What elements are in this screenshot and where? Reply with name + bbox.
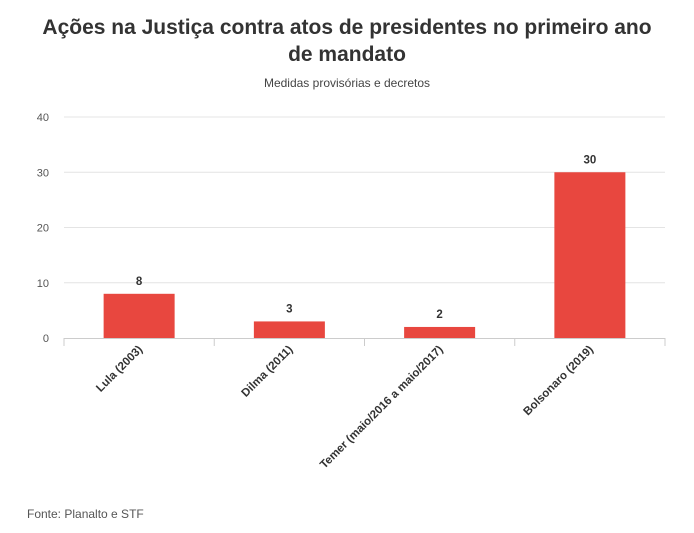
bar [253,321,325,338]
data-label: 3 [286,303,292,315]
y-tick-label: 30 [37,167,49,179]
y-tick-label: 20 [37,223,49,235]
y-tick-label: 0 [43,333,49,345]
y-tick-label: 40 [37,112,49,124]
data-label: 8 [136,276,143,288]
chart-title: Ações na Justiça contra atos de presiden… [42,16,652,66]
data-label: 2 [436,309,442,321]
x-tick-label: Lula (2003) [94,344,145,395]
x-tick-label: Dilma (2011) [240,344,296,400]
data-label: 30 [583,154,596,166]
y-tick-label: 10 [37,278,49,290]
bar [554,172,626,338]
chart-subtitle: Medidas provisórias e decretos [263,76,431,90]
x-tick-label: Temer (maio/2016 a maio/2017) [318,344,446,472]
x-tick-label: Bolsonaro (2019) [522,344,597,419]
source-note: Fonte: Planalto e STF [27,507,144,521]
bar [404,326,476,338]
bar [103,293,175,338]
